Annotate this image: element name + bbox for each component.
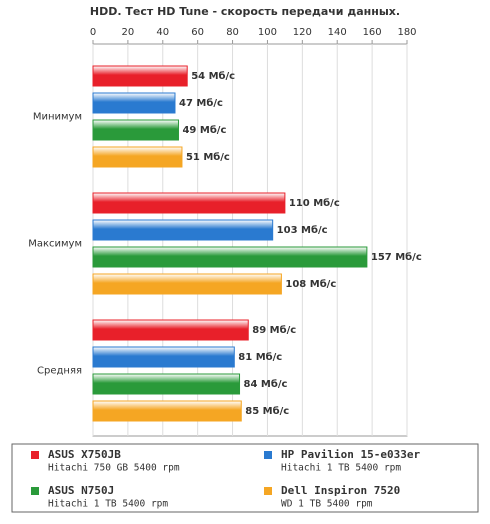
legend-name: Dell Inspiron 7520: [281, 484, 400, 497]
category-label: Максимум: [28, 239, 82, 250]
x-tick-label: 120: [293, 27, 312, 38]
x-tick-label: 40: [156, 27, 169, 38]
legend-swatch: [264, 451, 272, 459]
legend-box: [11, 443, 479, 513]
bar: [92, 119, 179, 141]
value-label: 157 Мб/с: [371, 251, 422, 263]
bar: [92, 192, 286, 214]
bar: [92, 346, 235, 368]
legend-swatch: [31, 451, 39, 459]
legend-description: Hitachi 1 TB 5400 rpm: [48, 499, 168, 510]
chart-title: HDD. Тест HD Tune - скорость передачи да…: [90, 5, 400, 18]
legend-name: ASUS N750J: [48, 484, 114, 497]
category-label: Минимум: [33, 112, 82, 123]
bar: [92, 219, 274, 241]
value-label: 85 Мб/с: [245, 405, 289, 417]
category-label: Средняя: [37, 366, 82, 377]
value-label: 54 Мб/с: [191, 70, 235, 82]
bar: [92, 319, 249, 341]
value-label: 81 Мб/с: [238, 351, 282, 363]
x-tick-label: 0: [90, 27, 96, 38]
x-tick-label: 100: [258, 27, 277, 38]
legend-description: WD 1 TB 5400 rpm: [281, 499, 373, 510]
value-label: 108 Мб/с: [285, 278, 336, 290]
bar: [92, 273, 282, 295]
bar: [92, 373, 241, 395]
value-label: 51 Мб/с: [186, 151, 230, 163]
legend-description: Hitachi 1 TB 5400 rpm: [281, 463, 401, 474]
bar: [92, 65, 188, 87]
x-tick-label: 140: [328, 27, 347, 38]
legend-swatch: [264, 487, 272, 495]
value-label: 89 Мб/с: [252, 324, 296, 336]
legend-description: Hitachi 750 GB 5400 rpm: [48, 463, 180, 474]
value-label: 103 Мб/с: [277, 224, 328, 236]
x-tick-label: 20: [122, 27, 135, 38]
value-label: 49 Мб/с: [182, 124, 226, 136]
value-label: 84 Мб/с: [244, 378, 288, 390]
bar: [92, 146, 183, 168]
x-tick-label: 180: [397, 27, 416, 38]
x-tick-label: 160: [363, 27, 382, 38]
legend-name: HP Pavilion 15-e033er: [281, 448, 420, 461]
legend-swatch: [31, 487, 39, 495]
legend-name: ASUS X750JB: [48, 448, 121, 461]
bar: [92, 92, 176, 114]
x-tick-label: 80: [226, 27, 239, 38]
bar: [92, 246, 368, 268]
x-tick-label: 60: [191, 27, 204, 38]
value-label: 110 Мб/с: [289, 197, 340, 209]
bar: [92, 400, 242, 422]
value-label: 47 Мб/с: [179, 97, 223, 109]
